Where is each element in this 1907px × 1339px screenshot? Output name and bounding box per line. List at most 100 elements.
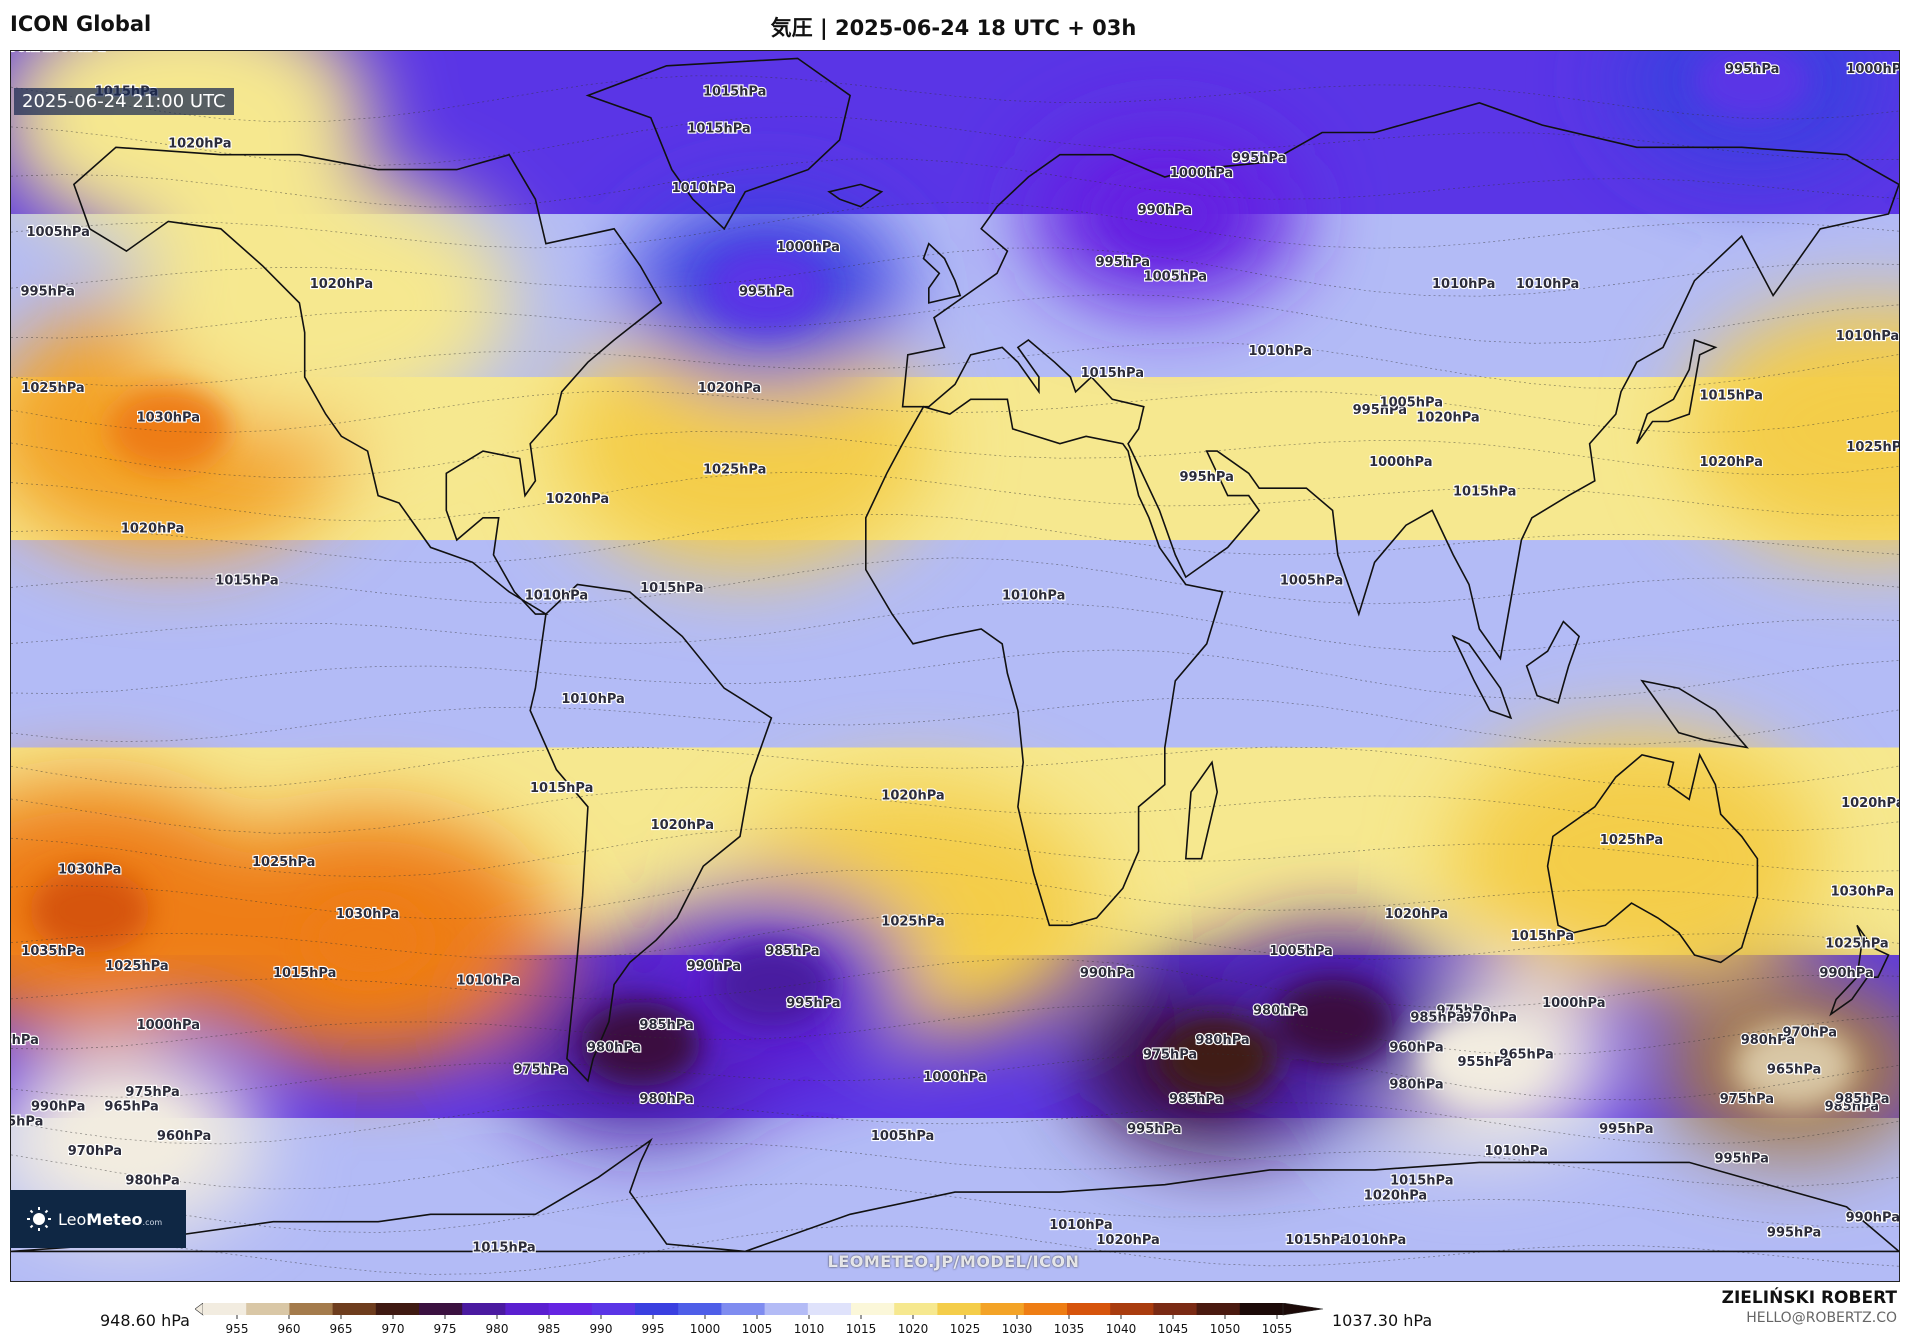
isobar-label: 980hPa — [587, 1040, 641, 1055]
valid-time-badge: 2025-06-24 21:00 UTC — [14, 88, 234, 115]
isobar-label: 955hPa — [1458, 1055, 1512, 1070]
isobar-label: 980hPa — [639, 1092, 693, 1107]
isobar-label: 1015hPa — [273, 966, 336, 981]
colorbar-tick-label: 1045 — [1158, 1322, 1189, 1336]
isobar-label: 970hPa — [1463, 1011, 1517, 1026]
coastline-greenland — [585, 57, 852, 231]
isobar-label: 985hPa — [639, 1018, 693, 1033]
isobar-label: 980hPa — [1389, 1077, 1443, 1092]
isobar-label: 975hPa — [1143, 1048, 1197, 1063]
isobar-line — [11, 603, 1899, 653]
colorbar-cell — [462, 1303, 506, 1315]
isobar-label: 1000hPa — [137, 1018, 200, 1033]
colorbar-min-arrow — [195, 1303, 204, 1316]
isobar-label: 975hPa — [1437, 1003, 1491, 1018]
isobar-label: 975hPa — [514, 1063, 568, 1078]
isobar-label: 980hPa — [1253, 1003, 1307, 1018]
colorbar-cell — [591, 1303, 636, 1315]
coastlines — [11, 57, 1899, 1253]
high-pressure-center — [1685, 301, 1899, 557]
colorbar-max-arrow — [1282, 1303, 1324, 1316]
colorbar-max-label: 1037.30 hPa — [1332, 1311, 1433, 1330]
isobar-label: 985hPa — [1410, 1011, 1464, 1026]
isobar-label: 1030hPa — [58, 863, 121, 878]
isobar-label: 995hPa — [1180, 470, 1234, 485]
author-block: ZIELIŃSKI ROBERT HELLO@ROBERTZ.CO — [1722, 1288, 1897, 1326]
isobar-label: 1020hPa — [121, 522, 184, 537]
isobar-label: 1020hPa — [546, 492, 609, 507]
isobar-label: 1010hPa — [525, 588, 588, 603]
isobar-label: 1030hPa — [1831, 885, 1894, 900]
isobar-line — [11, 158, 1899, 208]
pressure-map[interactable]: 1005hPa 1000hPa 1015hPa 1020hPa 1015hPa 1015h… — [10, 50, 1900, 1282]
isobar-label: 1005hPa — [42, 51, 105, 55]
coastline-eurasia — [901, 102, 1899, 661]
isobar-label: 1020hPa — [698, 381, 761, 396]
colorbar-cell — [1153, 1303, 1198, 1315]
coastline-iceland — [827, 183, 884, 208]
pressure-band — [11, 540, 1899, 749]
isobar-label: 1010hPa — [1485, 1144, 1548, 1159]
colorbar-cell — [851, 1303, 895, 1315]
colorbar-cell — [505, 1303, 550, 1315]
author-email[interactable]: HELLO@ROBERTZ.CO — [1746, 1310, 1897, 1326]
isobar-label: 1025hPa — [21, 381, 84, 396]
coastline-madagascar — [1184, 760, 1219, 860]
isobar-label: 1005hPa — [1280, 574, 1343, 589]
isobar-label: 1015hPa — [472, 1240, 535, 1255]
isobar-line — [11, 471, 1899, 522]
colorbar-cell — [764, 1303, 809, 1315]
colorbar-tick-label: 1050 — [1210, 1322, 1241, 1336]
isobar-label: 965hPa — [104, 1100, 158, 1115]
isobar-line — [11, 247, 1899, 297]
pressure-core — [1692, 51, 1813, 123]
colorbar-cell — [203, 1303, 247, 1315]
leometeo-logo[interactable]: LeoMeteo.com — [10, 1190, 186, 1248]
isobar-line — [11, 958, 1899, 1008]
colorbar-cell — [246, 1303, 290, 1315]
colorbar-tick-label: 1025 — [950, 1322, 981, 1336]
source-watermark[interactable]: LEOMETEO.JP/MODEL/ICON — [827, 1252, 1080, 1271]
isobar-label: 980hPa — [125, 1174, 179, 1189]
colorbar-cell — [289, 1303, 334, 1315]
coastline-uk — [922, 242, 962, 304]
isobar-label: 1000hPa — [777, 240, 840, 255]
isobar-label: 1020hPa — [1385, 907, 1448, 922]
isobar-line — [11, 1053, 1899, 1101]
isobar-label: 1005hPa — [1380, 396, 1443, 411]
isobar-label: 1030hPa — [336, 907, 399, 922]
isobar-label: 990hPa — [1819, 966, 1873, 981]
isobar-label: 1020hPa — [1096, 1233, 1159, 1248]
isobar-label: 1000hPa — [1369, 455, 1432, 470]
isobar-label: 1005hPa — [1269, 944, 1332, 959]
pressure-band — [11, 1206, 1899, 1281]
colorbar-cell — [375, 1303, 420, 1315]
isobar-label: 970hPa — [68, 1144, 122, 1159]
high-pressure-center — [1449, 731, 1825, 987]
colorbar-tick-label: 990 — [590, 1322, 613, 1336]
isobar-label: 1010hPa — [1432, 277, 1495, 292]
isobar-line — [11, 697, 1899, 745]
isobar-label: 965hPa — [1499, 1048, 1553, 1063]
isobar-label: 1000hPa — [1170, 166, 1233, 181]
isobar-line — [11, 1183, 1899, 1233]
pressure-core — [66, 1098, 187, 1183]
colorbar-tick-label: 975 — [434, 1322, 457, 1336]
isobar-label: 985hPa — [1825, 1100, 1879, 1115]
isobar-label: 995hPa — [739, 285, 793, 300]
isobar-label: 995hPa — [1725, 62, 1779, 77]
isobar-line — [11, 1142, 1899, 1190]
high-pressure-center — [557, 316, 933, 572]
isobar-label: 1010hPa — [672, 181, 735, 196]
isobar-label: 1010hPa — [457, 974, 520, 989]
coastline-new-zealand — [1829, 924, 1890, 1017]
isobar-label: 1010hPa — [1002, 588, 1065, 603]
colorbar-tick-label: 1055 — [1262, 1322, 1293, 1336]
colorbar-cell — [332, 1303, 377, 1315]
isobar-label: 1015hPa — [1081, 366, 1144, 381]
isobar-label: 1025hPa — [105, 959, 168, 974]
colorbar-cell — [678, 1303, 722, 1315]
isobar-label: 975hPa — [1720, 1092, 1774, 1107]
colorbar-tick-label: 965 — [330, 1322, 353, 1336]
isobar-line — [11, 514, 1899, 564]
